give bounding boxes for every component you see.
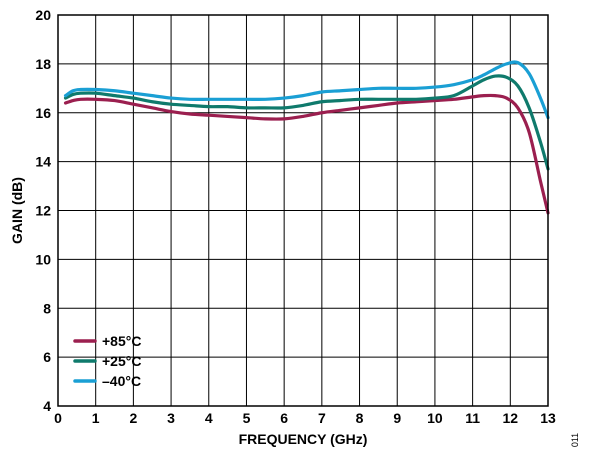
x-tick-label: 10 xyxy=(427,410,443,426)
x-tick-label: 11 xyxy=(465,410,480,426)
x-axis-label: FREQUENCY (GHz) xyxy=(239,431,368,447)
y-tick-label: 8 xyxy=(43,300,51,316)
legend-label: –40°C xyxy=(102,373,141,389)
y-tick-label: 18 xyxy=(35,56,51,72)
series-lines xyxy=(63,60,550,215)
y-tick-labels: 4 6 8 10 12 14 16 18 20 xyxy=(35,7,51,414)
legend-label: +25°C xyxy=(102,353,141,369)
legend: +85°C +25°C –40°C xyxy=(73,333,141,389)
y-tick-label: 4 xyxy=(43,398,51,414)
y-tick-label: 16 xyxy=(35,105,51,121)
x-tick-label: 2 xyxy=(129,410,137,426)
x-tick-label: 8 xyxy=(356,410,364,426)
x-tick-label: 4 xyxy=(205,410,213,426)
series-line-0 xyxy=(63,93,550,215)
x-tick-label: 7 xyxy=(318,410,326,426)
y-tick-label: 10 xyxy=(35,251,51,267)
y-tick-label: 20 xyxy=(35,7,51,23)
x-tick-label: 5 xyxy=(243,410,251,426)
y-tick-label: 12 xyxy=(35,203,51,219)
x-tick-label: 13 xyxy=(540,410,556,426)
y-tick-label: 6 xyxy=(43,349,51,365)
x-tick-label: 1 xyxy=(92,410,100,426)
x-tick-label: 0 xyxy=(54,410,62,426)
figure-code: 011 xyxy=(570,433,580,447)
series-line-1 xyxy=(63,74,550,171)
x-tick-labels: 0 1 2 3 4 5 6 7 8 9 10 11 12 13 xyxy=(54,410,556,426)
legend-label: +85°C xyxy=(102,333,141,349)
y-axis-label: GAIN (dB) xyxy=(9,177,25,244)
series-line-2 xyxy=(63,60,550,120)
x-tick-label: 9 xyxy=(393,410,401,426)
x-tick-label: 3 xyxy=(167,410,175,426)
y-tick-label: 14 xyxy=(35,154,51,170)
plot-frame xyxy=(57,14,549,407)
x-tick-label: 12 xyxy=(503,410,519,426)
x-tick-label: 6 xyxy=(280,410,288,426)
